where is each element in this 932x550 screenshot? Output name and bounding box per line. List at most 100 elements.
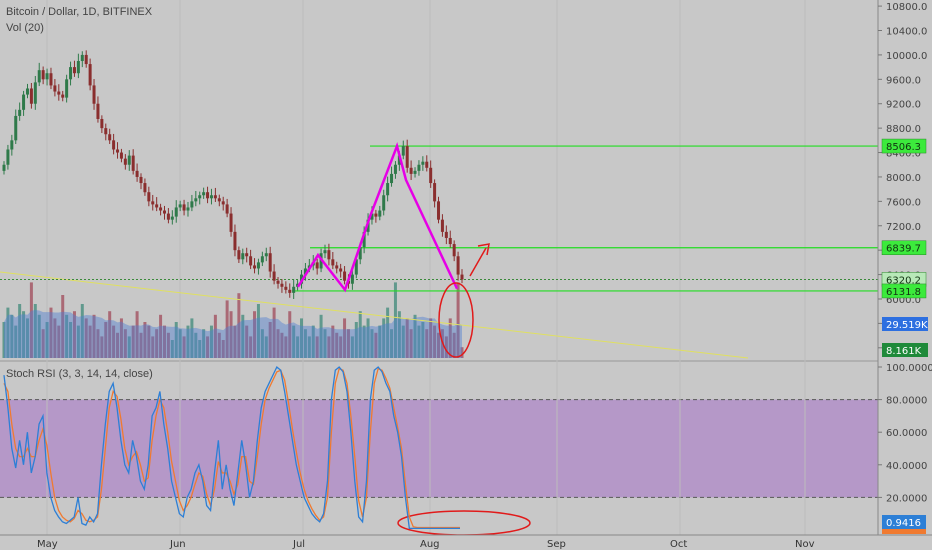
volume-bar: [335, 332, 339, 358]
time-axis-label[interactable]: Sep: [547, 539, 566, 550]
volume-bar: [96, 329, 100, 358]
candle-body: [221, 201, 225, 205]
volume-bar: [268, 322, 272, 358]
volume-bar: [300, 318, 304, 358]
volume-bar: [366, 318, 370, 358]
candle-body: [421, 161, 425, 165]
volume-bar: [194, 332, 198, 358]
time-axis-label[interactable]: Aug: [420, 539, 440, 550]
volume-bar: [315, 336, 319, 358]
price-label-box[interactable]: [881, 283, 927, 299]
volume-bar: [53, 318, 57, 358]
rsi-tick-label: 100.0000: [886, 363, 932, 374]
price-label-text: 6131.8: [886, 287, 921, 298]
rsi-value-box[interactable]: [882, 515, 926, 529]
volume-bar: [186, 325, 190, 358]
candle-body: [374, 213, 378, 217]
volume-bar: [217, 332, 221, 358]
volume-bar: [139, 332, 143, 358]
volume-bar: [213, 314, 217, 358]
volume-bar: [10, 314, 14, 358]
volume-bar: [272, 307, 276, 358]
time-axis-label[interactable]: Oct: [670, 539, 687, 550]
price-label-box[interactable]: [881, 138, 927, 154]
volume-label-box[interactable]: [882, 317, 928, 331]
candle-body: [335, 265, 339, 269]
trend-line[interactable]: [0, 271, 749, 359]
symbol-title[interactable]: Bitcoin / Dollar, 1D, BITFINEX: [6, 6, 153, 18]
volume-legend[interactable]: Vol (20): [6, 22, 44, 34]
candle-body: [119, 152, 123, 159]
volume-bar: [401, 325, 405, 358]
volume-bar: [456, 282, 460, 358]
time-axis-label[interactable]: Nov: [795, 539, 815, 550]
candle-body: [245, 253, 249, 257]
pattern-lines[interactable]: [296, 141, 459, 293]
candle-body: [327, 250, 331, 260]
candle-body: [162, 210, 166, 214]
projection-arrow[interactable]: [469, 247, 487, 277]
volume-bar: [323, 329, 327, 358]
volume-label-box[interactable]: [882, 343, 928, 357]
volume-bar: [135, 311, 139, 358]
price-tick-label: 10800.0: [886, 2, 927, 13]
candle-body: [10, 140, 14, 150]
candle-body: [127, 155, 131, 165]
volume-bar: [276, 329, 280, 358]
volume-bar: [292, 325, 296, 358]
candle-body: [155, 204, 159, 208]
price-tick-label: 6000.0: [886, 295, 921, 306]
rsi-d-value-box: [882, 529, 926, 534]
price-tick-label: 8800.0: [886, 124, 921, 135]
volume-bar: [18, 304, 22, 358]
candle-body: [159, 207, 163, 211]
volume-bar: [127, 336, 131, 358]
candle-body: [370, 213, 374, 220]
candle-body: [190, 201, 194, 208]
volume-bar: [280, 332, 284, 358]
candle-body: [378, 210, 382, 217]
time-axis-label[interactable]: May: [37, 539, 58, 550]
time-axis-label[interactable]: Jun: [169, 539, 186, 550]
candle-body: [178, 204, 182, 208]
volume-bar: [429, 318, 433, 358]
volume-bar: [346, 329, 350, 358]
volume-highlight-ellipse[interactable]: [438, 282, 474, 358]
price-label-box[interactable]: [881, 240, 927, 255]
volume-bar: [253, 311, 257, 358]
volume-bar: [245, 325, 249, 358]
volume-bar: [159, 314, 163, 358]
time-axis-label[interactable]: Jul: [292, 539, 305, 550]
volume-bar: [29, 282, 33, 358]
candle-body: [390, 173, 394, 184]
volume-bar: [112, 325, 116, 358]
volume-bar: [123, 329, 127, 358]
volume-bar: [25, 318, 29, 358]
candle-body: [397, 155, 401, 165]
volume-bar: [249, 336, 253, 358]
volume-bar: [162, 325, 166, 358]
stoch-rsi-legend[interactable]: Stoch RSI (3, 3, 14, 14, close): [6, 368, 153, 380]
volume-bar: [178, 329, 182, 358]
candle-body: [413, 170, 417, 174]
volume-bar: [233, 325, 237, 358]
projection-arrowhead: [477, 243, 490, 256]
candle-body: [256, 262, 260, 269]
candle-body: [88, 64, 92, 86]
volume-bar: [41, 329, 45, 358]
volume-bar: [100, 336, 104, 358]
candle-body: [292, 286, 296, 293]
volume-bar: [460, 347, 464, 358]
price-tick-label: 7200.0: [886, 222, 921, 233]
candle-body: [339, 268, 343, 272]
candle-body: [25, 88, 29, 95]
volume-bar: [382, 318, 386, 358]
volume-bar: [319, 314, 323, 358]
candle-body: [437, 201, 441, 220]
candle-body: [116, 149, 120, 153]
price-tick-label: 8400.0: [886, 149, 921, 160]
volume-label-text: 8.161K: [886, 346, 922, 357]
volume-bar: [409, 329, 413, 358]
candle-body: [276, 280, 280, 284]
